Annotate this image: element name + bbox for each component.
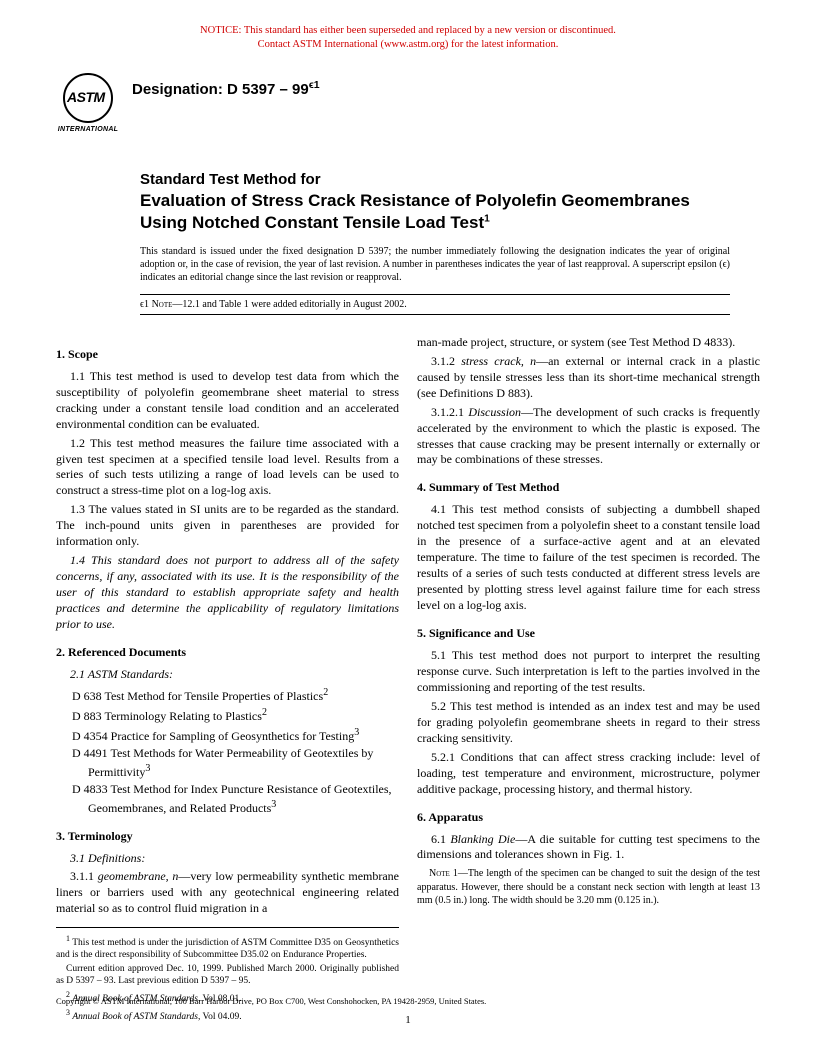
p-1-3: 1.3 The values stated in SI units are to… — [56, 502, 399, 550]
notice-line1: NOTICE: This standard has either been su… — [200, 25, 616, 36]
designation: Designation: D 5397 – 99ϵ1 — [132, 73, 320, 98]
p-1-4: 1.4 This standard does not purport to ad… — [56, 553, 399, 633]
header-row: INTERNATIONAL Designation: D 5397 – 99ϵ1 — [56, 73, 760, 133]
p-3-1: 3.1 Definitions: — [56, 851, 399, 867]
footnotes: 1 This test method is under the jurisdic… — [56, 927, 399, 1024]
pagenum: 1 — [0, 1014, 816, 1026]
logo-circle — [63, 73, 113, 123]
eps-label: Note — [152, 299, 173, 310]
fn1b: Current edition approved Dec. 10, 1999. … — [56, 964, 399, 988]
eps-note: ϵ1 Note—12.1 and Table 1 were added edit… — [140, 294, 730, 315]
ref5: D 4833 Test Method for Index Puncture Re… — [56, 782, 399, 817]
ref2: D 883 Terminology Relating to Plastics2 — [56, 706, 399, 725]
notice: NOTICE: This standard has either been su… — [56, 24, 760, 51]
columns: 1. Scope 1.1 This test method is used to… — [56, 335, 760, 1026]
copyright: Copyright © ASTM International, 100 Barr… — [56, 996, 486, 1006]
ref1: D 638 Test Method for Tensile Properties… — [56, 686, 399, 705]
col-left: 1. Scope 1.1 This test method is used to… — [56, 335, 399, 1026]
p-4-1: 4.1 This test method consists of subject… — [417, 502, 760, 614]
p-5-2-1: 5.2.1 Conditions that can affect stress … — [417, 750, 760, 798]
designation-eps: ϵ1 — [309, 79, 320, 91]
notice-line2: Contact ASTM International (www.astm.org… — [258, 39, 559, 50]
refdoc-head: 2. Referenced Documents — [56, 645, 399, 661]
p-3-1-2: 3.1.2 stress crack, n—an external or int… — [417, 354, 760, 402]
p-5-1: 5.1 This test method does not purport to… — [417, 648, 760, 696]
designation-text: Designation: D 5397 – 99 — [132, 81, 309, 98]
note1: Note 1—The length of the specimen can be… — [417, 867, 760, 907]
title-block: Standard Test Method for Evaluation of S… — [140, 171, 760, 315]
eps-text: —12.1 and Table 1 were added editorially… — [172, 299, 406, 310]
sig-head: 5. Significance and Use — [417, 626, 760, 642]
app-head: 6. Apparatus — [417, 810, 760, 826]
title-sup: 1 — [484, 213, 490, 224]
p-2-1: 2.1 ASTM Standards: — [56, 667, 399, 683]
p-3-1-2-1: 3.1.2.1 Discussion—The development of su… — [417, 405, 760, 469]
fn1: 1 This test method is under the jurisdic… — [56, 934, 399, 962]
p-6-1: 6.1 Blanking Die—A die suitable for cutt… — [417, 832, 760, 864]
title: Evaluation of Stress Crack Resistance of… — [140, 190, 740, 233]
p-1-2: 1.2 This test method measures the failur… — [56, 436, 399, 500]
scope-head: 1. Scope — [56, 347, 399, 363]
summary-head: 4. Summary of Test Method — [417, 480, 760, 496]
p-3-1-1: 3.1.1 geomembrane, n—very low permeabili… — [56, 869, 399, 917]
p-5-2: 5.2 This test method is intended as an i… — [417, 699, 760, 747]
title-text: Evaluation of Stress Crack Resistance of… — [140, 191, 690, 231]
col-right: man-made project, structure, or system (… — [417, 335, 760, 1026]
p-3-1-1-cont: man-made project, structure, or system (… — [417, 335, 760, 351]
ref3: D 4354 Practice for Sampling of Geosynth… — [56, 726, 399, 745]
logo-label: INTERNATIONAL — [58, 126, 119, 133]
term-head: 3. Terminology — [56, 829, 399, 845]
astm-logo: INTERNATIONAL — [56, 73, 120, 133]
issuance: This standard is issued under the fixed … — [140, 245, 730, 284]
ref4: D 4491 Test Methods for Water Permeabili… — [56, 746, 399, 781]
p-1-1: 1.1 This test method is used to develop … — [56, 369, 399, 433]
eps-prefix: ϵ1 — [140, 299, 149, 310]
pretitle: Standard Test Method for — [140, 171, 760, 188]
